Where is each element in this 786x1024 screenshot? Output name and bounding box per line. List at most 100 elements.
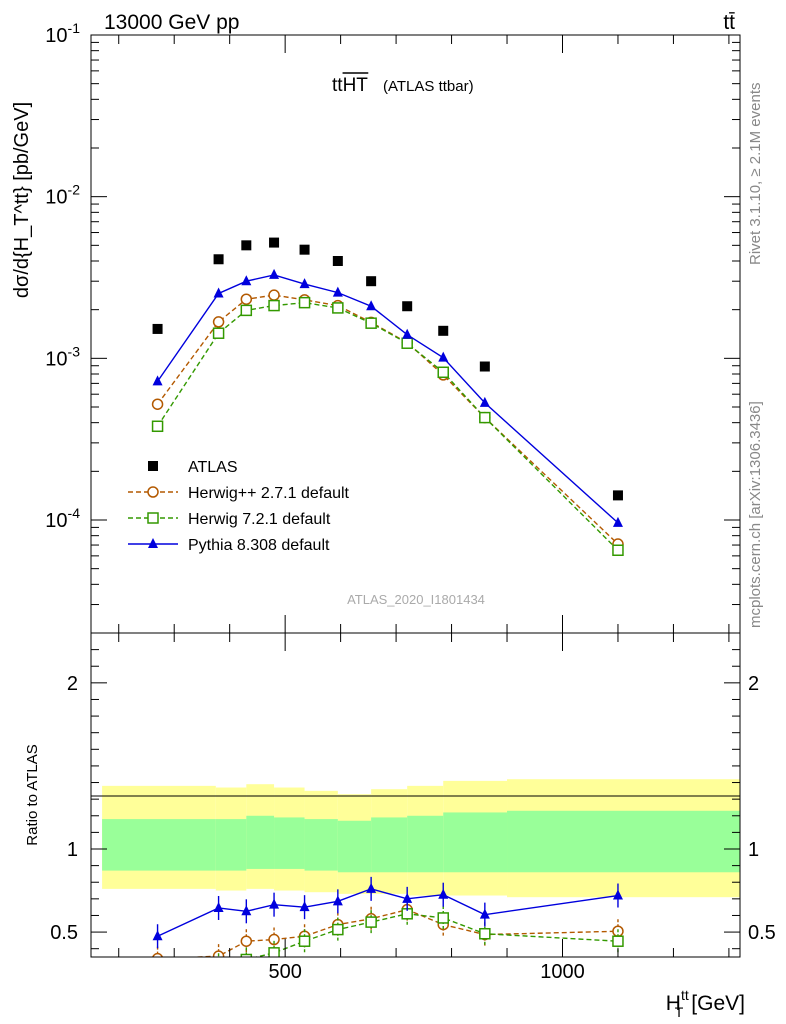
x-axis-label-unit: [GeV] xyxy=(691,992,745,1015)
uncertainty-band-inner xyxy=(507,810,740,873)
uncertainty-band-inner xyxy=(337,820,372,873)
uncertainty-band-inner xyxy=(274,817,305,869)
data-point xyxy=(402,301,413,312)
main-panel: 10-110-210-310-4 ttHT (ATLAS ttbar) ATLA… xyxy=(11,20,741,634)
chart-title: ttHT xyxy=(332,75,368,96)
chart-title-overline: HT xyxy=(343,75,369,96)
x-tick-label: 500 xyxy=(268,961,301,983)
ratio-series-pythia-8-308-default xyxy=(152,876,623,949)
data-point xyxy=(241,240,252,251)
ratio-y-tick-label-right: 0.5 xyxy=(748,922,776,944)
ratio-data-point xyxy=(366,882,377,893)
data-point xyxy=(332,256,343,267)
main-series-layer xyxy=(151,237,624,556)
uncertainty-band-inner xyxy=(371,817,408,873)
ratio-data-point xyxy=(437,912,449,924)
data-point xyxy=(479,396,490,407)
main-y-tick-label: 10-2 xyxy=(45,182,80,209)
main-axes: 10-110-210-310-4 xyxy=(45,20,740,634)
ratio-y-tick-label: 2 xyxy=(67,673,78,695)
legend-marker xyxy=(148,461,158,471)
ratio-data-point xyxy=(241,905,252,916)
data-point xyxy=(269,237,280,248)
tick-label-base: 10 xyxy=(45,510,67,532)
legend-marker xyxy=(147,512,159,524)
uncertainty-band-inner xyxy=(215,819,247,871)
data-point xyxy=(269,268,280,279)
uncertainty-band-inner xyxy=(407,815,444,873)
data-point xyxy=(366,300,377,311)
data-point xyxy=(401,337,413,349)
tick-label-exponent: -4 xyxy=(68,505,81,521)
ratio-data-point xyxy=(332,895,343,906)
data-point xyxy=(438,351,449,362)
data-point xyxy=(437,366,449,379)
ratio-data-point xyxy=(269,898,280,909)
mcplots-label: mcplots.cern.ch [arXiv:1306.3436] xyxy=(747,401,764,628)
process-label: tt̄ xyxy=(723,11,735,34)
data-point xyxy=(479,361,490,372)
ratio-data-point xyxy=(479,927,491,940)
main-y-tick-label: 10-4 xyxy=(45,505,80,532)
ratio-data-point xyxy=(438,888,449,899)
data-point xyxy=(152,323,163,334)
tick-label-exponent: -2 xyxy=(68,182,81,198)
main-y-tick-label: 10-3 xyxy=(45,343,80,370)
series-line xyxy=(157,294,619,545)
ratio-data-point xyxy=(268,933,280,946)
data-point xyxy=(241,275,252,286)
data-point xyxy=(151,398,164,410)
ratio-frame xyxy=(90,632,741,958)
data-point xyxy=(365,317,377,329)
data-point xyxy=(240,304,253,317)
ratio-y-tick-label-right: 1 xyxy=(748,839,759,861)
uncertainty-band-inner xyxy=(304,819,338,871)
data-point xyxy=(402,328,413,339)
tick-label-base: 10 xyxy=(45,187,67,209)
tick-label-base: 10 xyxy=(45,348,67,370)
uncertainty-band-inner xyxy=(102,819,216,871)
series-atlas xyxy=(152,237,623,501)
ratio-series-line xyxy=(157,908,618,960)
tick-label-base: 10 xyxy=(45,25,67,47)
data-point xyxy=(212,327,225,339)
data-point xyxy=(152,375,163,386)
uncertainty-band-inner xyxy=(443,812,508,873)
ratio-data-point xyxy=(299,901,310,912)
data-point xyxy=(438,325,449,336)
data-point xyxy=(332,286,343,297)
ratio-mask xyxy=(91,957,740,1024)
series-herwig-7-2-1-default xyxy=(151,296,624,556)
ratio-data-point xyxy=(612,935,624,947)
ratio-data-point xyxy=(298,935,311,947)
data-point xyxy=(612,544,624,556)
x-axis-label-main: H xyxy=(666,992,681,1015)
x-axis-label-sup: tt xyxy=(681,987,689,1003)
data-point xyxy=(240,293,253,305)
tick-label-exponent: -3 xyxy=(68,343,81,359)
ratio-axes: 0.5 0.5 1 1 2 2 500 1000 xyxy=(50,632,776,983)
data-point xyxy=(213,287,224,298)
data-point xyxy=(479,411,491,424)
legend-label: ATLAS xyxy=(188,459,238,476)
x-axis-label: Htt T [GeV] xyxy=(666,987,745,1020)
data-point xyxy=(268,299,280,312)
legend-marker xyxy=(147,486,159,498)
ratio-panel: 0.5 0.5 1 1 2 2 500 1000 Ratio to ATLAS Htt T [Ge… xyxy=(24,632,776,1024)
ratio-y-tick-label: 0.5 xyxy=(50,922,78,944)
data-point xyxy=(268,289,280,301)
series-pythia-8-308-default xyxy=(152,268,623,527)
legend-label: Herwig 7.2.1 default xyxy=(188,511,331,528)
data-point xyxy=(151,420,164,433)
ratio-y-axis-label: Ratio to ATLAS xyxy=(24,744,41,845)
data-point xyxy=(299,244,310,255)
ratio-data-point xyxy=(612,889,623,900)
data-point xyxy=(298,296,311,309)
legend-marker xyxy=(148,538,158,548)
chart-title-main: tt xyxy=(332,75,343,96)
legend-entry: ATLAS xyxy=(148,459,238,476)
main-y-tick-label: 10-1 xyxy=(45,20,80,47)
analysis-watermark: ATLAS_2020_I1801434 xyxy=(347,592,485,607)
data-point xyxy=(213,254,224,265)
